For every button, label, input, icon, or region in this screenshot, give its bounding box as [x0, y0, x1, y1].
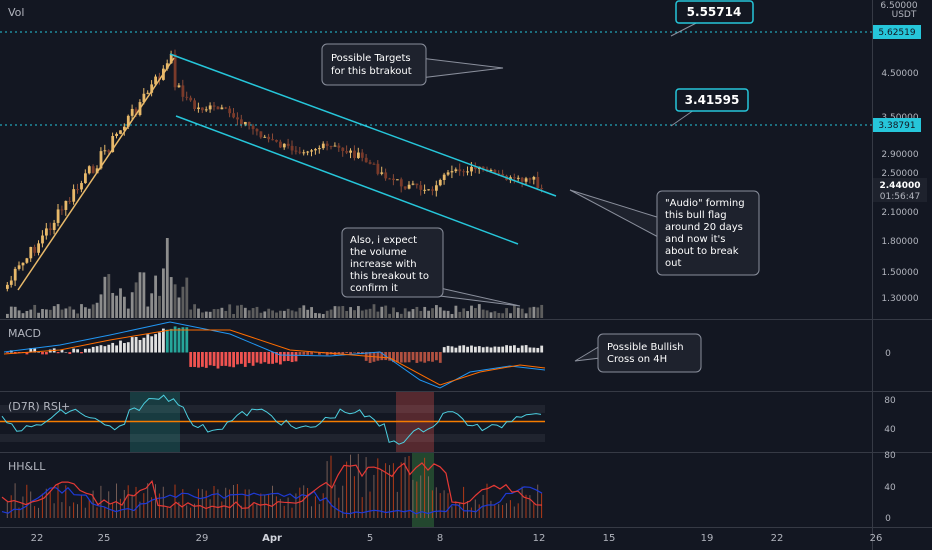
- time-tick: 22: [31, 533, 44, 544]
- volume-callout[interactable]: [341, 227, 444, 298]
- target-high-price-label: 5.62519: [878, 28, 915, 38]
- price-tick: 6.50000: [880, 1, 917, 11]
- time-tick: 29: [196, 533, 209, 544]
- volume-pane-label[interactable]: Vol: [8, 6, 24, 19]
- flag-callout-line: and now it's: [665, 234, 725, 245]
- channel-upper-line[interactable]: [169, 53, 557, 197]
- macd-callout-line: Cross on 4H: [607, 354, 667, 365]
- hhll-axis-tick: 0: [885, 514, 891, 524]
- targets-callout-pointer: [419, 57, 504, 79]
- hhll-axis-tick: 80: [884, 451, 896, 461]
- price-axis[interactable]: 6.50000 USDT 5.62519 4.50000 3.50000 3.3…: [873, 1, 927, 304]
- target-high-text: 5.55714: [687, 5, 742, 19]
- flag-callout-line: around 20 days: [665, 222, 743, 233]
- target-low-price-label: 3.38791: [878, 121, 915, 131]
- rsi-axis-tick: 80: [884, 396, 896, 406]
- flag-callout-line: this bull flag: [665, 210, 727, 221]
- targets-callout-line: Possible Targets: [331, 53, 411, 64]
- volume-callout-line: the volume: [350, 247, 407, 258]
- flag-callout-pointer: [569, 189, 661, 239]
- time-tick: 25: [98, 533, 111, 544]
- target-high-callout[interactable]: [675, 0, 754, 24]
- macd-callout-pointer: [574, 345, 601, 362]
- time-tick: Apr: [262, 533, 282, 544]
- volume-callout-line: this breakout to: [350, 271, 429, 282]
- time-tick: 26: [870, 533, 883, 544]
- channel-lower-line[interactable]: [175, 115, 519, 245]
- current-price-label: 2.44000: [880, 181, 921, 191]
- time-tick: 22: [771, 533, 784, 544]
- hhll-indicator: [1, 453, 543, 527]
- targets-callout-line: for this btrakout: [331, 66, 412, 77]
- volume-callout-pointer: [439, 287, 521, 307]
- macd-indicator: [3, 321, 546, 389]
- flag-callout-line: about to break: [665, 246, 739, 257]
- candlestick-series: [6, 49, 544, 292]
- macd-callout-line: Possible Bullish: [607, 342, 684, 353]
- price-tick: 1.50000: [881, 268, 918, 278]
- time-tick: 5: [367, 533, 373, 544]
- volume-callout-line: confirm it: [350, 283, 398, 294]
- price-unit: USDT: [892, 10, 917, 20]
- volume-callout-line: Also, i expect: [350, 235, 417, 246]
- time-axis[interactable]: 22 25 29 Apr 5 8 12 15 19 22 26: [31, 533, 883, 544]
- price-tick: 2.10000: [881, 208, 918, 218]
- time-tick: 8: [437, 533, 443, 544]
- price-tick: 2.50000: [881, 169, 918, 179]
- rsi-pane-label[interactable]: (D7R) RSI+: [8, 400, 70, 413]
- price-tick: 4.50000: [881, 69, 918, 79]
- time-tick: 19: [701, 533, 714, 544]
- countdown-label: 01:56:47: [880, 192, 920, 202]
- macd-axis-tick: 0: [885, 349, 891, 359]
- price-tick: 1.80000: [881, 237, 918, 247]
- hhll-pane-label[interactable]: HH&LL: [8, 460, 46, 473]
- volume-histogram: [6, 238, 544, 318]
- flag-callout[interactable]: [656, 190, 760, 276]
- target-low-pointer: [670, 109, 695, 127]
- targets-callout[interactable]: [321, 43, 427, 86]
- target-high-price-tag: [873, 25, 921, 39]
- hhll-axis-tick: 40: [884, 483, 896, 493]
- target-low-text: 3.41595: [685, 93, 740, 107]
- rsi-indicator: [0, 392, 545, 452]
- flag-callout-line: out: [665, 258, 681, 269]
- flagpole-line[interactable]: [17, 57, 175, 291]
- volume-callout-line: increase with: [350, 259, 417, 270]
- time-tick: 15: [603, 533, 616, 544]
- current-price-tag: [873, 178, 927, 202]
- target-low-callout[interactable]: [675, 88, 749, 112]
- time-tick: 12: [533, 533, 546, 544]
- price-tick: 2.90000: [881, 150, 918, 160]
- macd-callout[interactable]: [597, 333, 702, 373]
- target-low-price-tag: [873, 118, 921, 132]
- macd-pane-label[interactable]: MACD: [8, 327, 41, 340]
- price-tick: 1.30000: [881, 294, 918, 304]
- rsi-axis-tick: 40: [884, 425, 896, 435]
- flag-callout-line: "Audio" forming: [665, 198, 745, 209]
